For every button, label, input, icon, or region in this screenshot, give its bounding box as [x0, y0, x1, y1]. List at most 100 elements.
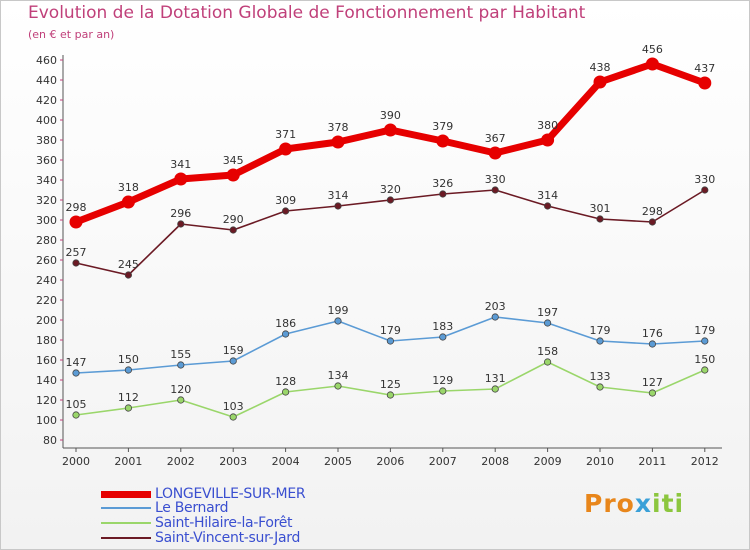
data-point-saint-vincent-sur-jard: [281, 207, 290, 215]
chart-title: Evolution de la Dotation Globale de Fonc…: [28, 3, 586, 23]
legend-item-longeville-sur-mer: LONGEVILLE-SUR-MER: [101, 486, 306, 502]
data-label-longeville-sur-mer: 390: [380, 109, 401, 122]
data-point-longeville-sur-mer: [593, 75, 607, 89]
data-point-longeville-sur-mer: [226, 168, 240, 182]
data-point-saint-hilaire-la-fore-t: [596, 383, 604, 391]
data-label-saint-vincent-sur-jard: 290: [223, 213, 244, 226]
data-label-saint-vincent-sur-jard: 330: [485, 173, 506, 186]
data-point-saint-vincent-sur-jard: [229, 226, 237, 234]
data-label-longeville-sur-mer: 380: [537, 119, 558, 132]
data-point-saint-hilaire-la-fore-t: [386, 391, 394, 399]
legend-item-saint-hilaire-la-fore-t: Saint-Hilaire-la-Forêt: [101, 515, 293, 531]
legend-label: Saint-Vincent-sur-Jard: [155, 530, 301, 546]
data-point-saint-vincent-sur-jard: [701, 186, 709, 194]
data-point-saint-hilaire-la-fore-t: [177, 396, 185, 404]
data-label-le-bernard: 199: [328, 304, 349, 317]
data-point-longeville-sur-mer: [279, 142, 293, 156]
x-tick-label: 2000: [62, 455, 90, 468]
data-point-saint-hilaire-la-fore-t: [701, 366, 709, 374]
proxiti-logo: Proxiti: [584, 489, 684, 518]
data-label-saint-hilaire-la-fore-t: 134: [328, 369, 349, 382]
data-label-saint-hilaire-la-fore-t: 120: [170, 383, 191, 396]
data-label-longeville-sur-mer: 318: [118, 181, 139, 194]
data-label-longeville-sur-mer: 345: [223, 154, 244, 167]
y-tick-label: 420: [36, 94, 57, 107]
data-point-le-bernard: [72, 369, 80, 377]
data-point-saint-vincent-sur-jard: [124, 271, 132, 279]
data-point-saint-hilaire-la-fore-t: [439, 387, 447, 395]
data-label-saint-hilaire-la-fore-t: 150: [694, 353, 715, 366]
y-tick-label: 260: [36, 254, 57, 267]
data-point-saint-vincent-sur-jard: [596, 215, 604, 223]
data-point-saint-vincent-sur-jard: [72, 259, 80, 267]
data-label-saint-hilaire-la-fore-t: 131: [485, 372, 506, 385]
data-point-saint-vincent-sur-jard: [543, 202, 552, 210]
legend-item-le-bernard: Le Bernard: [101, 500, 229, 516]
legend-label: Saint-Hilaire-la-Forêt: [155, 515, 293, 531]
data-point-le-bernard: [596, 337, 604, 345]
logo-letter: o: [616, 489, 635, 518]
legend-swatch: [101, 537, 151, 539]
data-label-longeville-sur-mer: 379: [432, 120, 453, 133]
data-label-saint-hilaire-la-fore-t: 112: [118, 391, 139, 404]
data-label-le-bernard: 179: [380, 324, 401, 337]
data-label-le-bernard: 155: [170, 348, 191, 361]
x-tick-label: 2008: [481, 455, 509, 468]
data-label-saint-vincent-sur-jard: 298: [642, 205, 663, 218]
data-label-longeville-sur-mer: 378: [328, 121, 349, 134]
x-tick-label: 2003: [219, 455, 247, 468]
y-tick-label: 180: [36, 334, 57, 347]
data-point-longeville-sur-mer: [541, 133, 555, 147]
data-label-saint-hilaire-la-fore-t: 128: [275, 375, 296, 388]
logo-letter: x: [634, 489, 652, 518]
data-point-saint-hilaire-la-fore-t: [229, 413, 237, 421]
y-tick-label: 440: [36, 74, 57, 87]
data-label-longeville-sur-mer: 298: [66, 201, 87, 214]
x-tick-label: 2012: [691, 455, 719, 468]
data-label-saint-vincent-sur-jard: 326: [432, 177, 453, 190]
data-point-le-bernard: [648, 340, 657, 348]
data-label-le-bernard: 186: [275, 317, 296, 330]
data-point-le-bernard: [386, 337, 394, 345]
data-point-longeville-sur-mer: [698, 76, 712, 90]
logo-letter: i: [674, 489, 685, 518]
data-point-saint-hilaire-la-fore-t: [72, 411, 80, 419]
y-tick-label: 200: [36, 314, 57, 327]
x-tick-label: 2001: [114, 455, 142, 468]
data-label-saint-hilaire-la-fore-t: 133: [590, 370, 611, 383]
data-point-longeville-sur-mer: [645, 57, 659, 71]
data-point-longeville-sur-mer: [121, 195, 135, 209]
data-point-le-bernard: [543, 319, 552, 327]
data-point-saint-hilaire-la-fore-t: [543, 358, 552, 366]
data-point-le-bernard: [439, 333, 447, 341]
data-point-saint-hilaire-la-fore-t: [334, 382, 342, 390]
data-point-le-bernard: [491, 313, 499, 321]
y-tick-label: 120: [36, 394, 57, 407]
data-point-longeville-sur-mer: [436, 134, 450, 148]
chart-subtitle: (en € et par an): [28, 28, 115, 41]
y-tick-label: 300: [36, 214, 57, 227]
logo-letter: t: [661, 489, 675, 518]
y-tick-label: 360: [36, 154, 57, 167]
data-label-saint-hilaire-la-fore-t: 125: [380, 378, 401, 391]
logo-letter: P: [584, 489, 604, 518]
y-tick-label: 100: [36, 414, 57, 427]
data-label-saint-hilaire-la-fore-t: 105: [66, 398, 87, 411]
data-label-saint-hilaire-la-fore-t: 127: [642, 376, 663, 389]
data-point-le-bernard: [124, 366, 132, 374]
data-label-saint-vincent-sur-jard: 309: [275, 194, 296, 207]
data-label-saint-vincent-sur-jard: 257: [66, 246, 87, 259]
data-point-saint-vincent-sur-jard: [386, 196, 394, 204]
data-label-le-bernard: 150: [118, 353, 139, 366]
x-tick-label: 2006: [376, 455, 404, 468]
data-label-longeville-sur-mer: 437: [694, 62, 715, 75]
y-tick-label: 140: [36, 374, 57, 387]
data-point-longeville-sur-mer: [383, 123, 397, 137]
logo-letter: r: [603, 489, 617, 518]
y-tick-label: 400: [36, 114, 57, 127]
data-label-le-bernard: 176: [642, 327, 663, 340]
x-tick-label: 2009: [534, 455, 562, 468]
y-tick-label: 240: [36, 274, 57, 287]
data-point-saint-hilaire-la-fore-t: [491, 385, 499, 393]
